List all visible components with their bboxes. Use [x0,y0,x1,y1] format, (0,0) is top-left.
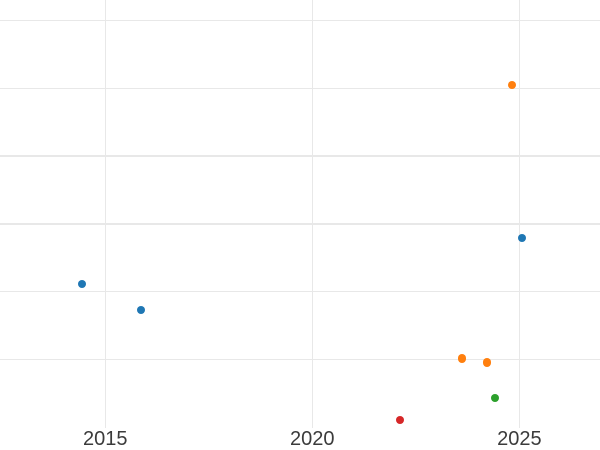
x-tick-label-2025: 2025 [497,428,542,450]
horizontal-gridline [0,223,600,225]
series-orange-point [482,358,492,367]
vertical-gridline [518,0,521,428]
horizontal-gridline [0,19,600,22]
vertical-gridline [311,0,313,428]
x-tick-label-2020: 2020 [290,428,335,450]
series-blue-point [136,305,146,315]
horizontal-gridline [0,358,600,361]
series-orange-point [507,80,517,90]
vertical-gridline [104,0,106,428]
series-blue-point [517,233,527,243]
series-blue-point [77,279,87,289]
series-red-point [395,415,405,425]
horizontal-gridline [0,291,600,293]
horizontal-gridline [0,87,600,89]
series-orange-point [457,354,467,363]
series-green-point [490,393,500,403]
x-tick-label-2015: 2015 [83,428,128,450]
horizontal-gridline [0,155,600,157]
